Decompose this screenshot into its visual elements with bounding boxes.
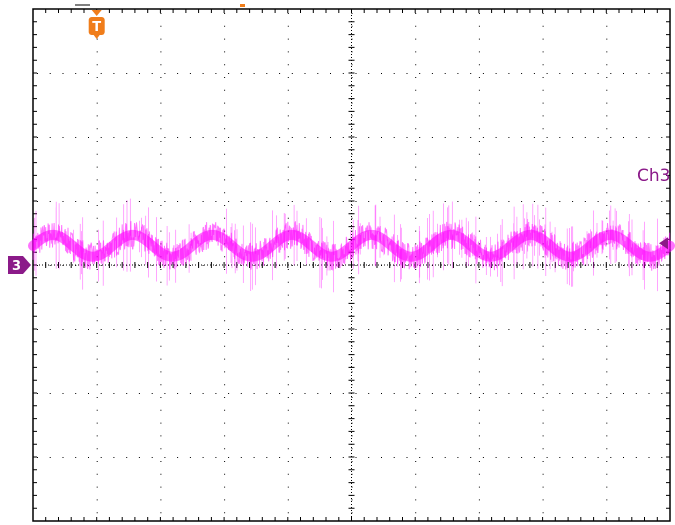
channel-3-marker: 3 <box>8 256 31 274</box>
trigger-badge <box>88 17 105 35</box>
markers: 3T <box>8 4 668 274</box>
graticule <box>32 8 671 522</box>
channel-3-marker-text: 3 <box>12 259 21 274</box>
ch3-ripple-core <box>28 229 675 262</box>
channel-label-ch3: Ch3 <box>637 166 670 186</box>
trigger-level-marker <box>659 237 668 250</box>
top-indicator-orange <box>240 4 245 7</box>
trigger-arrow <box>91 10 102 16</box>
trigger-marker-text: T <box>92 20 101 35</box>
trigger-position-marker: T <box>88 10 105 39</box>
trigger-badge-tail <box>93 35 100 39</box>
channel-3-marker-shape <box>8 256 31 274</box>
ch3-trace <box>28 198 675 293</box>
